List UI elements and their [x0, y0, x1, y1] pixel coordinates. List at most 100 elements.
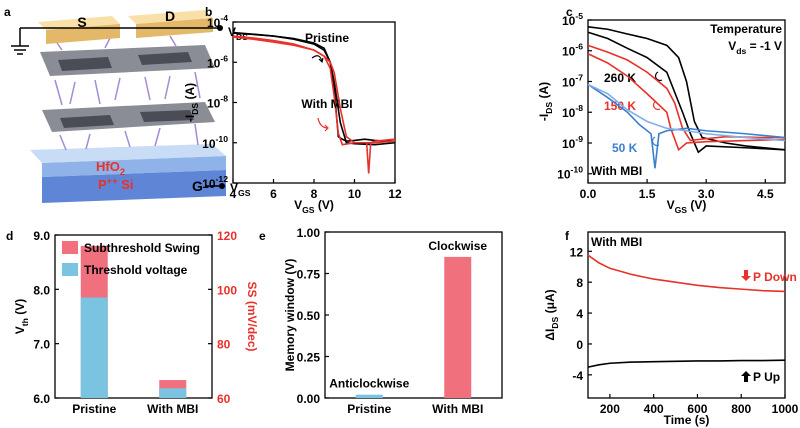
substrate-part: P: [98, 177, 107, 192]
x-tick-label: 4: [230, 187, 237, 201]
vgs-part: GS: [238, 188, 251, 198]
source-front: [46, 24, 120, 44]
sweep-arrow: [654, 71, 663, 82]
x-tick-label: With MBI: [432, 402, 483, 416]
annotation: Vds = -1 V: [728, 39, 782, 56]
legend-swatch: [62, 263, 78, 276]
x-tick-label: 1000: [772, 402, 799, 416]
data-line: [232, 36, 396, 144]
tick-base: 0.00: [297, 392, 321, 406]
source-label: S: [77, 14, 86, 30]
panel-letter: d: [6, 229, 13, 243]
panel-letter: a: [4, 5, 11, 19]
x-tick-label: 3.0: [698, 187, 715, 201]
x-tick-label: 12: [388, 187, 402, 201]
y-axis-label-part: DS: [190, 103, 200, 115]
x-tick-label: 800: [731, 402, 751, 416]
tick-base: 10: [207, 56, 221, 70]
y-axis-label-part: -I: [537, 114, 551, 121]
data-line: [587, 31, 786, 154]
x-tick-label: Pristine: [72, 402, 116, 416]
source-top: [38, 16, 120, 30]
terminal: [219, 183, 225, 189]
series-arrow: [741, 270, 751, 281]
data-line: [587, 83, 786, 169]
x-axis-label-part: GS: [302, 205, 315, 215]
bar: [80, 297, 108, 398]
series-label: P Up: [753, 370, 780, 384]
data-line: [232, 31, 395, 142]
y-axis-label-part: -I: [183, 115, 197, 122]
y-axis-label-part: (A): [183, 83, 197, 103]
tick-base: 10: [562, 106, 576, 120]
dielectric-part: HfO: [96, 159, 120, 174]
series-label: Pristine: [305, 31, 349, 45]
x-axis-label: VGS (V): [294, 198, 334, 215]
y-axis-label-part: th: [20, 318, 30, 326]
tick-base: 100: [217, 283, 237, 297]
crystal-detail: [60, 115, 114, 128]
tick-base: 120: [217, 229, 237, 243]
tick-exponent: -10: [571, 165, 584, 175]
tick-exponent: -7: [575, 72, 583, 82]
x-tick-label: Pristine: [347, 402, 391, 416]
tick-base: 6.0: [33, 392, 50, 406]
gate-label: G: [192, 178, 203, 194]
tick-base: 10: [207, 97, 221, 111]
tick-base: 12: [570, 245, 584, 259]
y-axis-label-part: DS: [550, 316, 560, 328]
schematic: S D VDS HfO2 P++ Si G VGS: [11, 8, 251, 203]
y-tick-label: 10-9: [562, 134, 583, 151]
x-axis-label: Time (s): [664, 413, 710, 427]
y-axis-label: ΔIDS (μA): [543, 289, 560, 340]
y-tick-label: 0.00: [297, 392, 321, 406]
tick-base: 10: [562, 75, 576, 89]
vds-part: V: [228, 25, 236, 39]
data-line: [587, 359, 786, 368]
tick-base: 7.0: [33, 338, 50, 352]
x-tick-label: 6: [270, 187, 277, 201]
tick-base: 8: [576, 276, 583, 290]
panel-letter: e: [259, 229, 266, 243]
dielectric-part: 2: [120, 167, 125, 177]
series-label: With MBI: [301, 97, 352, 111]
panel-letter: f: [565, 229, 570, 243]
silicon-layer: [42, 170, 226, 203]
y-tick-label: 10-6: [207, 53, 228, 70]
x-axis-label-part: (V): [315, 198, 334, 212]
y2-tick-label: 60: [217, 392, 231, 406]
legend-label: Subthreshold Swing: [84, 241, 200, 255]
tick-base: 9.0: [33, 229, 50, 243]
tick-exponent: -6: [575, 42, 583, 52]
annotation-part: V: [728, 39, 736, 53]
tick-base: 10: [202, 137, 216, 151]
series-arrow: [741, 371, 751, 382]
legend-swatch: [62, 241, 78, 254]
x-tick-label: 0.0: [580, 187, 597, 201]
y-tick-label: 9.0: [33, 229, 50, 243]
tick-base: -4: [572, 369, 583, 383]
y-tick-label: 1.00: [297, 226, 321, 240]
substrate-part: ++: [107, 176, 118, 186]
y-axis-label: -IDS (A): [537, 82, 554, 121]
y-tick-label: 10-5: [562, 11, 583, 28]
y-axis-label-part: ΔI: [543, 329, 557, 341]
x-axis-label: VGS (V): [667, 198, 707, 215]
x-axis-label-part: V: [294, 198, 302, 212]
wiring: [11, 27, 220, 187]
tick-base: 0.75: [297, 268, 321, 282]
y-tick-label: 10-10: [202, 134, 228, 151]
sweep-arrow: [311, 55, 323, 63]
y2-axis-label: SS (mV/dec): [245, 281, 259, 351]
tick-base: 10: [202, 177, 216, 191]
x-axis-label-part: (V): [687, 198, 706, 212]
drain-top: [128, 10, 213, 24]
drain-label: D: [165, 8, 175, 24]
bar: [355, 394, 383, 398]
crystal-detail: [58, 57, 112, 71]
plot-frame: [324, 231, 503, 399]
y-axis-label-part: (V): [13, 299, 27, 318]
terminal: [217, 25, 223, 31]
y-tick-label: 12: [570, 245, 584, 259]
